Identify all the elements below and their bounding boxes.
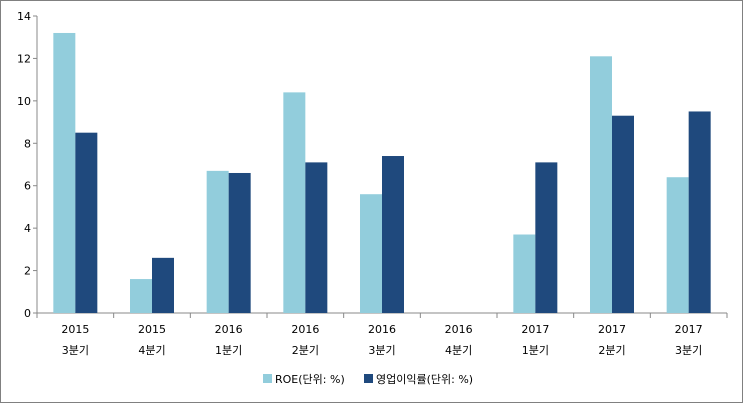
x-category-quarter-label: 2분기 [292, 344, 319, 357]
bar-operating-margin [152, 257, 174, 313]
x-category-year-label: 2016 [291, 323, 319, 336]
bar-operating-margin [228, 172, 251, 313]
x-category-year-label: 2016 [368, 323, 396, 336]
legend-label: 영업이익률(단위: %) [376, 373, 473, 386]
y-tick-label: 14 [17, 10, 31, 23]
y-tick-label: 8 [24, 137, 31, 150]
bar-operating-margin [75, 132, 98, 313]
bar-operating-margin [382, 156, 404, 313]
x-axis: 2015 3분기 2015 4분기 2016 1분기 2016 2분기 2016 3분기 2016 4… [36, 312, 728, 357]
bar-roe [666, 177, 689, 313]
x-category-quarter-label: 1분기 [522, 344, 549, 357]
y-tick-label: 4 [24, 222, 31, 235]
x-category-quarter-label: 1분기 [215, 344, 242, 357]
x-category-year-label: 2015 [61, 323, 89, 336]
bar-operating-margin [612, 115, 634, 313]
legend-swatch [263, 374, 272, 383]
x-category-quarter-label: 2분기 [598, 344, 625, 357]
bar-roe [130, 279, 152, 313]
bar-roe [590, 56, 612, 314]
bar-operating-margin [535, 162, 558, 313]
x-category-year-label: 2017 [598, 323, 626, 336]
x-category-year-label: 2017 [675, 323, 703, 336]
x-category-year-label: 2015 [138, 323, 166, 336]
x-category-year-label: 2016 [215, 323, 243, 336]
x-category-quarter-label: 3분기 [675, 344, 702, 357]
x-category-quarter-label: 4분기 [138, 344, 165, 357]
legend-label: ROE(단위: %) [275, 373, 345, 386]
x-category-quarter-label: 3분기 [368, 344, 395, 357]
bar-operating-margin [688, 111, 711, 313]
x-category-year-label: 2017 [521, 323, 549, 336]
bar-roe [283, 92, 306, 313]
bar-roe [53, 32, 76, 313]
x-category-quarter-label: 3분기 [62, 344, 89, 357]
y-axis: 0 2 4 6 8 10 12 14 [17, 10, 38, 320]
y-tick-label: 10 [17, 95, 31, 108]
bar-roe [206, 170, 229, 313]
bar-roe [513, 234, 536, 313]
bar-operating-margin [305, 162, 328, 313]
y-tick-label: 0 [24, 307, 31, 320]
x-category-year-label: 2016 [445, 323, 473, 336]
bars [53, 32, 711, 314]
y-tick-label: 2 [24, 265, 31, 278]
x-category-quarter-label: 4분기 [445, 344, 472, 357]
bar-roe [360, 194, 382, 313]
y-tick-label: 6 [24, 180, 31, 193]
legend-swatch [364, 374, 373, 383]
y-tick-label: 12 [17, 52, 31, 65]
legend: ROE(단위: %) 영업이익률(단위: %) [263, 373, 473, 386]
